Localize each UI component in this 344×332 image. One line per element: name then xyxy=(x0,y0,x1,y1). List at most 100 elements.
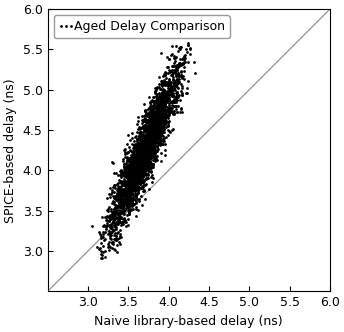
Point xyxy=(165,80,171,86)
Point xyxy=(150,129,155,135)
Point xyxy=(151,146,156,152)
Point xyxy=(136,174,142,179)
Point xyxy=(171,87,176,92)
Point xyxy=(97,230,102,235)
Point xyxy=(175,65,180,71)
Point xyxy=(139,163,144,169)
Point xyxy=(147,131,152,136)
Point xyxy=(151,123,156,128)
Point xyxy=(117,185,122,191)
Point xyxy=(106,206,111,211)
Point xyxy=(130,156,135,161)
Point xyxy=(138,164,143,169)
Point xyxy=(162,120,168,125)
Point xyxy=(154,123,160,128)
Point xyxy=(146,95,151,100)
Point xyxy=(149,123,155,128)
Point xyxy=(126,132,131,138)
Point xyxy=(125,199,130,205)
Point xyxy=(141,163,146,169)
Point xyxy=(130,179,136,185)
Point xyxy=(120,189,125,194)
Point xyxy=(123,195,129,200)
Point xyxy=(132,175,138,180)
Point xyxy=(158,86,163,92)
Point xyxy=(142,170,148,176)
Point xyxy=(125,198,130,204)
Point xyxy=(138,178,143,183)
Point xyxy=(122,192,128,198)
Point xyxy=(129,186,135,191)
Point xyxy=(125,172,131,178)
Point xyxy=(123,195,128,200)
Point xyxy=(166,76,172,82)
Point xyxy=(151,143,157,148)
Point xyxy=(126,191,131,196)
Point xyxy=(145,138,151,144)
Point xyxy=(149,115,154,120)
Point xyxy=(139,162,145,168)
Point xyxy=(114,242,119,247)
Point xyxy=(154,104,160,110)
Point xyxy=(158,105,163,110)
Point xyxy=(149,120,154,125)
Point xyxy=(141,158,147,163)
Point xyxy=(148,139,153,144)
Point xyxy=(159,79,164,84)
Point xyxy=(161,97,166,103)
Point xyxy=(132,149,138,154)
Point xyxy=(160,101,166,107)
Point xyxy=(138,146,143,151)
Point xyxy=(125,190,130,195)
Point xyxy=(160,92,165,97)
Point xyxy=(143,152,148,157)
Point xyxy=(142,155,148,160)
Point xyxy=(130,155,136,160)
Point xyxy=(152,125,158,131)
Point xyxy=(166,111,171,116)
Point xyxy=(155,137,161,142)
Point xyxy=(147,131,152,136)
Point xyxy=(168,83,174,89)
Point xyxy=(174,67,179,73)
Point xyxy=(157,122,163,127)
Point xyxy=(126,188,131,194)
Point xyxy=(155,100,161,105)
Point xyxy=(119,169,125,174)
Point xyxy=(145,153,150,158)
Point xyxy=(149,169,154,175)
Point xyxy=(135,165,140,171)
Point xyxy=(165,93,170,98)
Point xyxy=(142,159,148,165)
Point xyxy=(127,185,133,190)
Point xyxy=(111,217,117,222)
Point xyxy=(127,178,133,183)
Point xyxy=(115,182,120,187)
Point xyxy=(159,92,164,97)
Point xyxy=(109,239,115,245)
Point xyxy=(140,174,146,180)
Point xyxy=(155,100,160,105)
Point xyxy=(159,124,165,129)
Point xyxy=(148,123,153,128)
Point xyxy=(133,207,139,212)
Point xyxy=(116,196,122,201)
Point xyxy=(151,127,157,132)
Point xyxy=(136,162,142,167)
Point xyxy=(171,97,176,102)
Point xyxy=(129,185,135,190)
Point xyxy=(158,141,164,147)
Point xyxy=(185,41,191,46)
Point xyxy=(165,113,170,119)
Point xyxy=(109,159,115,165)
Point xyxy=(171,109,176,114)
Point xyxy=(163,79,169,85)
Point xyxy=(126,200,131,205)
Point xyxy=(144,128,149,134)
Point xyxy=(162,127,167,132)
Point xyxy=(153,116,159,121)
Point xyxy=(160,90,165,95)
Point xyxy=(159,83,165,88)
Point xyxy=(117,214,123,219)
Point xyxy=(141,182,147,187)
